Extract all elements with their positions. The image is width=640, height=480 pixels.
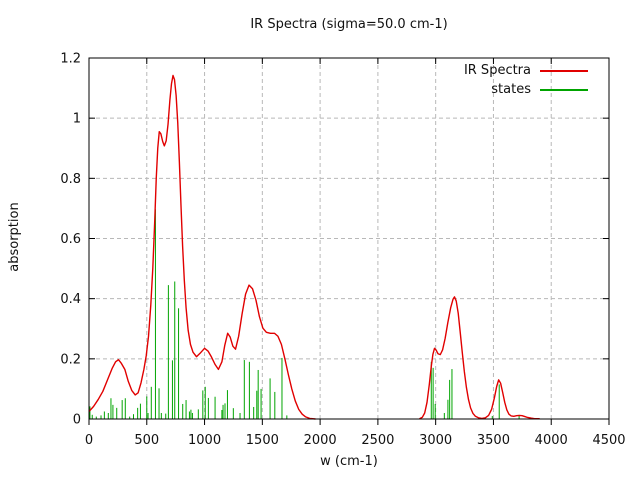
- chart-title: IR Spectra (sigma=50.0 cm-1): [250, 17, 448, 32]
- legend-line-sample-green: [540, 88, 588, 91]
- x-tick-label: 1000: [188, 433, 221, 448]
- x-tick-label: 0: [85, 433, 93, 448]
- ir-spectra-curve: [419, 296, 540, 420]
- x-tick-label: 3500: [477, 433, 510, 448]
- x-tick-label: 2500: [361, 433, 394, 448]
- x-axis-label: w (cm-1): [320, 454, 378, 469]
- y-tick-label: 0.4: [60, 292, 81, 307]
- ir-spectra-curve: [88, 74, 316, 420]
- y-tick-label: 0.8: [60, 172, 81, 187]
- x-tick-label: 4000: [535, 433, 568, 448]
- x-tick-label: 3000: [419, 433, 452, 448]
- y-tick-label: 0: [73, 413, 81, 428]
- y-tick-label: 0.6: [60, 232, 81, 247]
- legend-entry-states: states: [464, 80, 588, 99]
- y-tick-label: 1.2: [60, 52, 81, 67]
- legend-line-sample-red: [540, 69, 588, 72]
- x-tick-label: 4500: [592, 433, 625, 448]
- x-tick-label: 1500: [246, 433, 279, 448]
- x-tick-label: 500: [134, 433, 159, 448]
- legend-label-spectra: IR Spectra: [463, 63, 531, 78]
- x-tick-label: 2000: [304, 433, 337, 448]
- legend-entry-spectra: IR Spectra: [464, 61, 588, 80]
- legend: IR Spectra states: [464, 61, 588, 99]
- y-tick-label: 0.2: [60, 352, 81, 367]
- y-tick-label: 1: [73, 112, 81, 127]
- legend-label-states: states: [491, 82, 531, 97]
